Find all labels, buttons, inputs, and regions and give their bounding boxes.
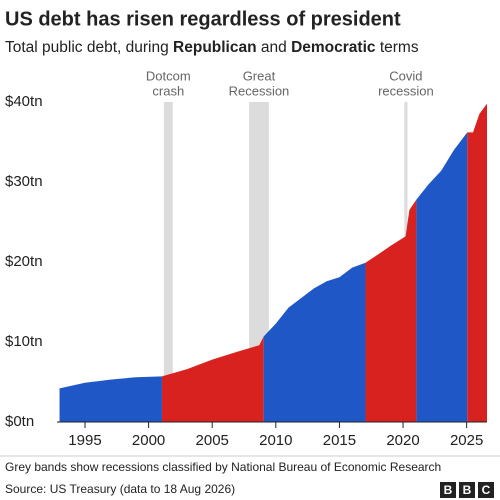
debt-area [161, 103, 487, 422]
recession-label: recession [378, 83, 434, 98]
y-tick-label: $10tn [5, 333, 43, 350]
y-tick-label: $30tn [5, 173, 43, 190]
x-tick-label: 2005 [196, 432, 229, 449]
x-tick-label: 2015 [323, 432, 356, 449]
legend-democratic: Democratic [291, 39, 376, 56]
subtitle-text: and [261, 39, 287, 56]
logo-letter: B [463, 483, 472, 497]
source: Source: US Treasury (data to 18 Aug 2026… [5, 482, 235, 496]
logo-box [478, 482, 494, 498]
recession-label: Covid [389, 68, 422, 83]
logo-box [459, 482, 475, 498]
footnote: Grey bands show recessions classified by… [5, 460, 441, 474]
recession-label: Recession [229, 83, 290, 98]
legend-republican: Republican [173, 39, 257, 56]
y-tick-label: $20tn [5, 253, 43, 270]
x-tick-label: 2010 [259, 432, 292, 449]
x-tick-label: 2000 [132, 432, 165, 449]
recession-band [163, 102, 173, 422]
debt-area [59, 132, 468, 422]
x-tick-label: 2020 [386, 432, 419, 449]
y-tick-label: $40tn [5, 93, 43, 110]
logo-box [440, 482, 456, 498]
recession-label: Dotcom [146, 68, 191, 83]
recession-label: Great [243, 68, 276, 83]
bbc-logo: B B C [440, 482, 494, 498]
chart-title: US debt has risen regardless of presiden… [5, 8, 401, 30]
x-tick-label: 2025 [450, 432, 483, 449]
logo-letter: C [482, 483, 491, 497]
subtitle-text: Total public debt, during [5, 39, 169, 56]
x-tick-label: 1995 [68, 432, 101, 449]
chart-subtitle: Total public debt, during Republican and… [5, 39, 419, 56]
recession-label: crash [152, 83, 184, 98]
subtitle-text: terms [380, 39, 419, 56]
y-tick-label: $0tn [5, 413, 34, 430]
logo-letter: B [444, 483, 453, 497]
